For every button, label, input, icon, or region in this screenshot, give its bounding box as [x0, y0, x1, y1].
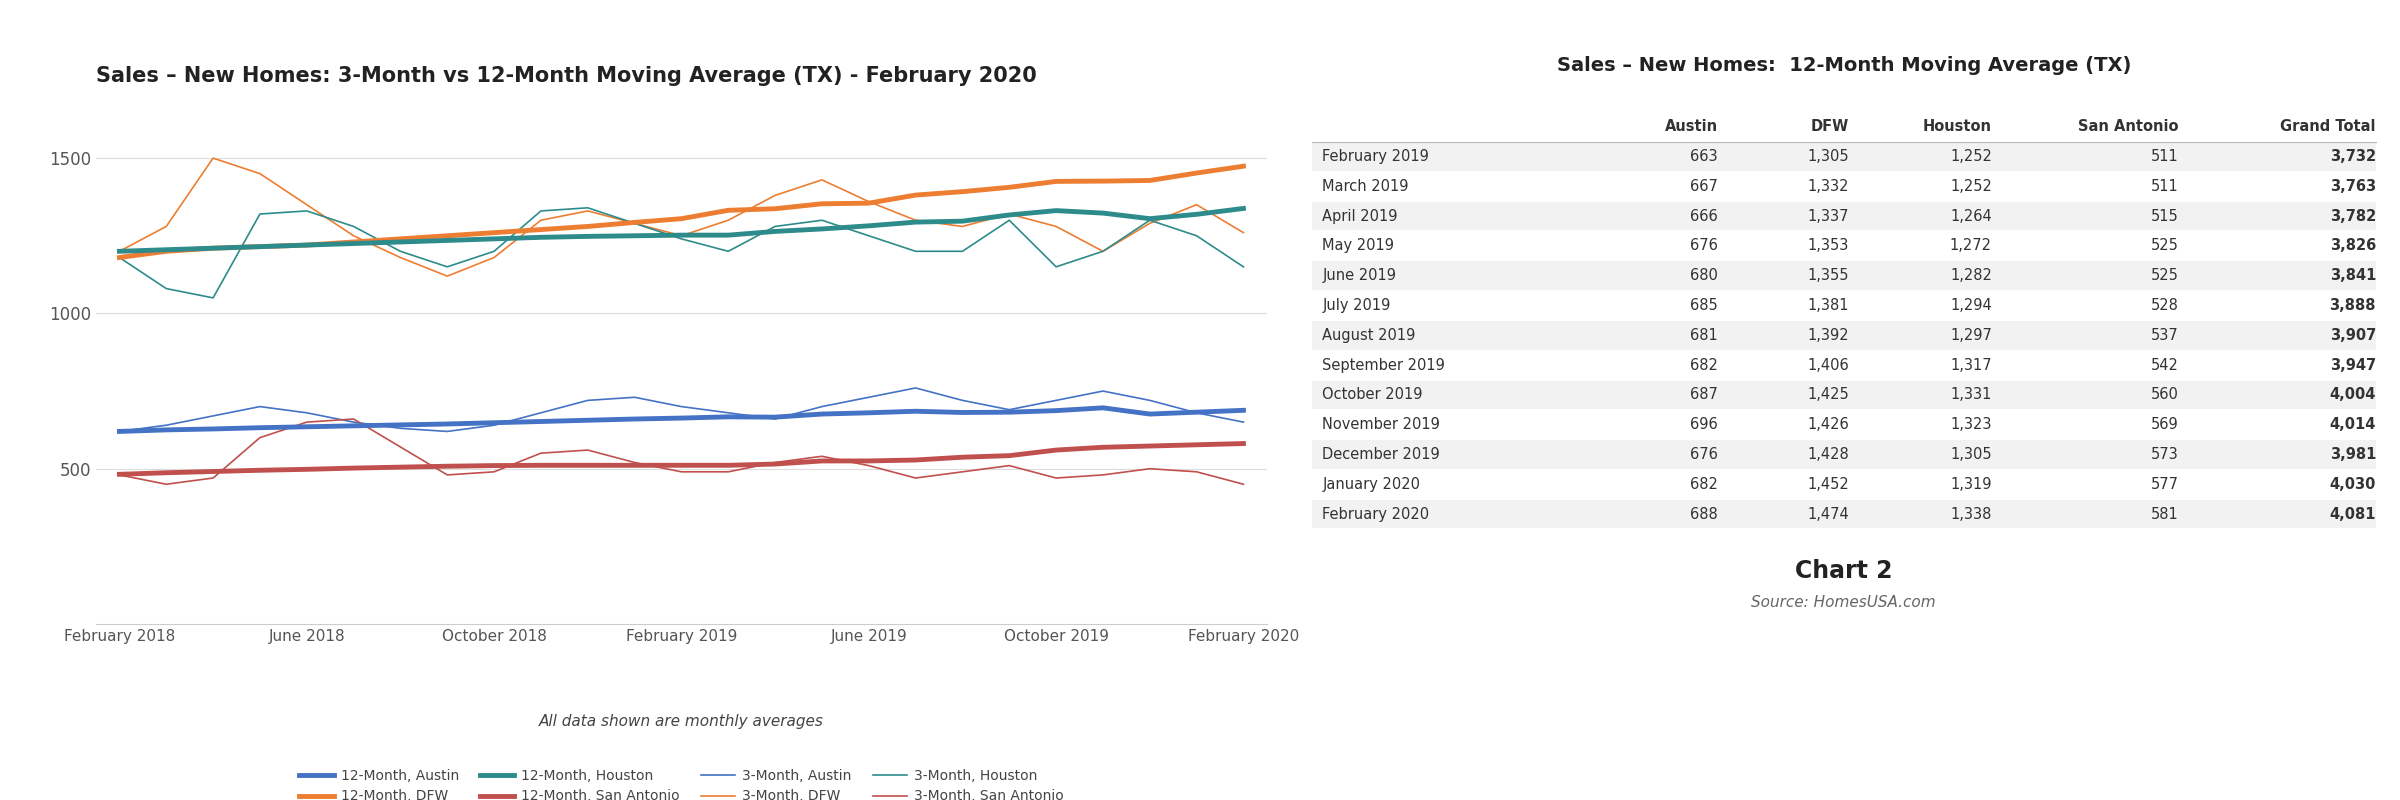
Text: 682: 682	[1690, 358, 1718, 373]
Text: 1,332: 1,332	[1807, 179, 1850, 194]
Text: 3,826: 3,826	[2330, 238, 2376, 254]
FancyBboxPatch shape	[1310, 321, 2376, 350]
Text: 696: 696	[1690, 417, 1718, 432]
Text: 4,004: 4,004	[2330, 387, 2376, 402]
Text: April 2019: April 2019	[1322, 209, 1397, 224]
Text: July 2019: July 2019	[1322, 298, 1390, 313]
FancyBboxPatch shape	[1310, 500, 2376, 528]
Text: 663: 663	[1690, 149, 1718, 164]
Text: 1,474: 1,474	[1807, 506, 1850, 522]
Text: March 2019: March 2019	[1322, 179, 1409, 194]
FancyBboxPatch shape	[1310, 202, 2376, 230]
Text: 682: 682	[1690, 477, 1718, 492]
Text: San Antonio: San Antonio	[2078, 119, 2179, 134]
Text: 1,264: 1,264	[1951, 209, 1992, 224]
Text: 1,317: 1,317	[1951, 358, 1992, 373]
Text: November 2019: November 2019	[1322, 417, 1440, 432]
Text: Houston: Houston	[1922, 119, 1992, 134]
FancyBboxPatch shape	[1310, 262, 2376, 290]
Text: 1,252: 1,252	[1951, 179, 1992, 194]
Text: 1,305: 1,305	[1951, 447, 1992, 462]
Text: 569: 569	[2150, 417, 2179, 432]
FancyBboxPatch shape	[1310, 440, 2376, 469]
Text: 573: 573	[2150, 447, 2179, 462]
Text: 1,297: 1,297	[1951, 328, 1992, 342]
Text: 528: 528	[2150, 298, 2179, 313]
Text: 1,381: 1,381	[1807, 298, 1850, 313]
Text: 511: 511	[2150, 149, 2179, 164]
Text: 680: 680	[1690, 268, 1718, 283]
Text: 1,355: 1,355	[1807, 268, 1850, 283]
Text: 687: 687	[1690, 387, 1718, 402]
Text: 4,030: 4,030	[2330, 477, 2376, 492]
Text: All data shown are monthly averages: All data shown are monthly averages	[540, 714, 823, 729]
Text: 3,888: 3,888	[2330, 298, 2376, 313]
Text: 681: 681	[1690, 328, 1718, 342]
Text: 525: 525	[2150, 238, 2179, 254]
Text: June 2019: June 2019	[1322, 268, 1397, 283]
Text: 560: 560	[2150, 387, 2179, 402]
Text: 1,272: 1,272	[1949, 238, 1992, 254]
Text: 1,337: 1,337	[1807, 209, 1850, 224]
Text: 4,014: 4,014	[2330, 417, 2376, 432]
Text: December 2019: December 2019	[1322, 447, 1440, 462]
Text: DFW: DFW	[1812, 119, 1850, 134]
Text: 3,981: 3,981	[2330, 447, 2376, 462]
Text: 1,406: 1,406	[1807, 358, 1850, 373]
Text: 1,338: 1,338	[1951, 506, 1992, 522]
Text: Chart 2: Chart 2	[1795, 559, 1894, 583]
Text: 3,763: 3,763	[2330, 179, 2376, 194]
Text: 1,282: 1,282	[1951, 268, 1992, 283]
Text: 581: 581	[2150, 506, 2179, 522]
Text: Austin: Austin	[1666, 119, 1718, 134]
Text: 667: 667	[1690, 179, 1718, 194]
Text: 537: 537	[2150, 328, 2179, 342]
Text: 666: 666	[1690, 209, 1718, 224]
Text: 3,947: 3,947	[2330, 358, 2376, 373]
FancyBboxPatch shape	[1310, 142, 2376, 171]
Text: September 2019: September 2019	[1322, 358, 1445, 373]
Text: 4,081: 4,081	[2330, 506, 2376, 522]
Text: January 2020: January 2020	[1322, 477, 1421, 492]
Text: 1,331: 1,331	[1951, 387, 1992, 402]
FancyBboxPatch shape	[1310, 381, 2376, 409]
Text: 525: 525	[2150, 268, 2179, 283]
Text: February 2019: February 2019	[1322, 149, 1428, 164]
Text: 542: 542	[2150, 358, 2179, 373]
Text: 688: 688	[1690, 506, 1718, 522]
Text: 1,392: 1,392	[1807, 328, 1850, 342]
Text: 676: 676	[1690, 447, 1718, 462]
Text: 577: 577	[2150, 477, 2179, 492]
Text: August 2019: August 2019	[1322, 328, 1416, 342]
Text: May 2019: May 2019	[1322, 238, 1394, 254]
Text: 1,294: 1,294	[1951, 298, 1992, 313]
Text: 1,319: 1,319	[1951, 477, 1992, 492]
Text: 676: 676	[1690, 238, 1718, 254]
Text: 1,426: 1,426	[1807, 417, 1850, 432]
Text: Source: HomesUSA.com: Source: HomesUSA.com	[1752, 595, 1937, 610]
Text: 3,732: 3,732	[2330, 149, 2376, 164]
Text: 3,841: 3,841	[2330, 268, 2376, 283]
Text: Sales – New Homes: 3-Month vs 12-Month Moving Average (TX) - February 2020: Sales – New Homes: 3-Month vs 12-Month M…	[96, 66, 1037, 86]
Text: February 2020: February 2020	[1322, 506, 1430, 522]
Text: 685: 685	[1690, 298, 1718, 313]
Text: 1,305: 1,305	[1807, 149, 1850, 164]
Text: 1,452: 1,452	[1807, 477, 1850, 492]
Text: 1,353: 1,353	[1807, 238, 1850, 254]
Text: 1,323: 1,323	[1951, 417, 1992, 432]
Text: 1,425: 1,425	[1807, 387, 1850, 402]
Text: Grand Total: Grand Total	[2280, 119, 2376, 134]
Text: 1,428: 1,428	[1807, 447, 1850, 462]
Text: 515: 515	[2150, 209, 2179, 224]
Text: 3,907: 3,907	[2330, 328, 2376, 342]
Text: Sales – New Homes:  12-Month Moving Average (TX): Sales – New Homes: 12-Month Moving Avera…	[1558, 56, 2131, 75]
Text: 3,782: 3,782	[2330, 209, 2376, 224]
Legend: 12-Month, Austin, 12-Month, DFW, 12-Month, Houston, 12-Month, San Antonio, 3-Mon: 12-Month, Austin, 12-Month, DFW, 12-Mont…	[293, 763, 1070, 800]
Text: 1,252: 1,252	[1951, 149, 1992, 164]
Text: 511: 511	[2150, 179, 2179, 194]
Text: October 2019: October 2019	[1322, 387, 1423, 402]
